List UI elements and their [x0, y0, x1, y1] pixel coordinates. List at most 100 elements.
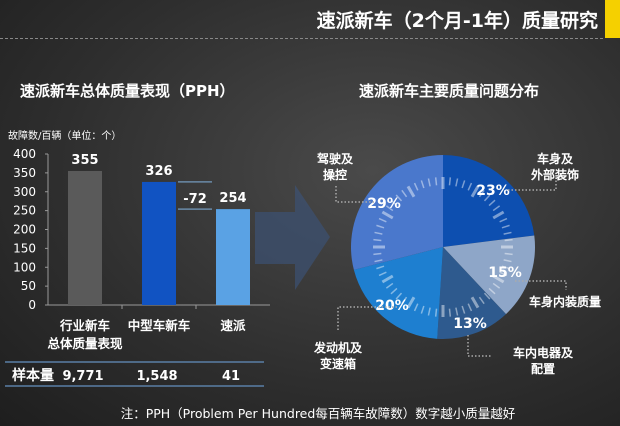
dial-tick	[470, 185, 480, 198]
leader-line	[515, 280, 567, 290]
bar	[216, 209, 250, 305]
dial-tick	[373, 252, 382, 256]
dial-tick	[385, 205, 394, 212]
dial-tick	[483, 292, 491, 300]
sample-row-label: 样本量	[12, 367, 54, 384]
pie-slice	[443, 235, 535, 315]
y-tick-label: 100	[13, 260, 36, 274]
slide-title: 速派新车（2个月-1年）质量研究	[317, 9, 598, 32]
category-label: 行业新车	[59, 318, 111, 333]
dial-tick	[395, 292, 403, 300]
pie-slice	[351, 155, 443, 270]
dial-tick	[406, 185, 416, 198]
dial-tick	[373, 238, 382, 242]
dial-tick	[503, 259, 512, 263]
slice-category-label: 车身及	[537, 151, 574, 166]
y-tick-label: 250	[13, 204, 36, 218]
bar	[68, 170, 102, 305]
sample-size-value: 9,771	[62, 369, 103, 384]
pie-slice	[353, 247, 443, 339]
category-label: 速派	[220, 318, 246, 333]
dial-tick	[492, 274, 505, 284]
sample-size-value: 41	[222, 369, 240, 384]
slice-value-label: 29%	[367, 196, 401, 212]
pie-chart-title: 速派新车主要质量问题分布	[359, 82, 539, 100]
dial-tick	[461, 180, 466, 189]
dial-tick	[488, 287, 496, 295]
bar-value-label: 326	[145, 164, 172, 179]
sample-size-value: 1,548	[136, 369, 177, 384]
y-tick-label: 350	[13, 166, 36, 180]
slice-category-label: 车内电器及	[513, 345, 574, 360]
dial-tick	[478, 296, 485, 305]
dial-tick	[413, 182, 419, 191]
dial-tick	[434, 177, 438, 186]
dial-tick	[499, 217, 508, 223]
dial-tick	[448, 177, 452, 186]
dial-tick	[374, 231, 383, 235]
bar-chart-title: 速派新车总体质量表现（PPH）	[20, 82, 235, 100]
dial-tick	[413, 303, 419, 312]
dial-tick	[385, 282, 394, 289]
dial-tick	[483, 194, 491, 202]
dial-tick	[427, 307, 431, 316]
dial-tick	[376, 224, 385, 229]
dial-tick	[455, 307, 459, 316]
category-label: 中型车新车	[128, 318, 191, 333]
dial-tick	[401, 296, 408, 305]
accent-block	[605, 0, 620, 38]
dial-tick	[503, 231, 512, 235]
dial-tick	[374, 259, 383, 263]
y-tick-label: 200	[13, 223, 36, 237]
dial-tick	[427, 178, 431, 187]
slice-category-label: 车身内装质量	[529, 294, 601, 309]
slice-category-label: 配置	[531, 361, 555, 376]
slice-value-label: 13%	[453, 316, 487, 332]
dial-tick	[504, 252, 513, 256]
dial-tick	[501, 224, 510, 229]
dial-tick	[401, 189, 408, 198]
dial-tick	[501, 265, 510, 270]
dial-tick	[478, 189, 485, 198]
slice-category-label: 外部装饰	[531, 167, 579, 182]
slice-category-label-driving-handling: 驾驶及操控	[316, 152, 353, 182]
pie-slice	[437, 247, 506, 339]
dial-tick	[467, 182, 473, 191]
dial-tick	[470, 296, 480, 309]
arrow-shape	[255, 185, 330, 290]
bar-value-label: 355	[71, 153, 98, 168]
dial-tick	[420, 180, 425, 189]
dial-tick	[376, 265, 385, 270]
dial-tick	[467, 303, 473, 312]
dial-tick	[461, 305, 466, 314]
dial-tick	[420, 305, 425, 314]
dial-tick	[381, 210, 394, 220]
y-tick-label: 150	[13, 241, 36, 255]
y-tick-label: 50	[21, 279, 36, 293]
dial-tick	[390, 287, 398, 295]
y-tick-label: 300	[13, 185, 36, 199]
bar-value-label: 254	[219, 191, 246, 206]
dial-tick	[378, 217, 387, 223]
dial-tick	[455, 178, 459, 187]
category-label: 总体质量表现	[47, 336, 123, 351]
difference-label: -72	[183, 192, 207, 207]
pie-slice	[443, 155, 535, 247]
y-axis-label: 故障数/百辆（单位：个）	[8, 129, 121, 142]
dial-tick	[395, 194, 403, 202]
y-tick-label: 400	[13, 147, 36, 161]
dial-tick	[492, 205, 501, 212]
dial-tick	[448, 308, 452, 317]
dial-tick	[378, 271, 387, 277]
dial-tick	[499, 271, 508, 277]
dial-tick	[406, 296, 416, 309]
dial-tick	[434, 308, 438, 317]
slice-value-label: 15%	[488, 265, 522, 281]
slice-value-label: 20%	[375, 298, 409, 314]
footnote: 注：PPH（Problem Per Hundred每百辆车故障数）数字越小质量越…	[121, 406, 516, 421]
slice-category-label: 发动机及	[313, 340, 363, 355]
dial-tick	[504, 238, 513, 242]
